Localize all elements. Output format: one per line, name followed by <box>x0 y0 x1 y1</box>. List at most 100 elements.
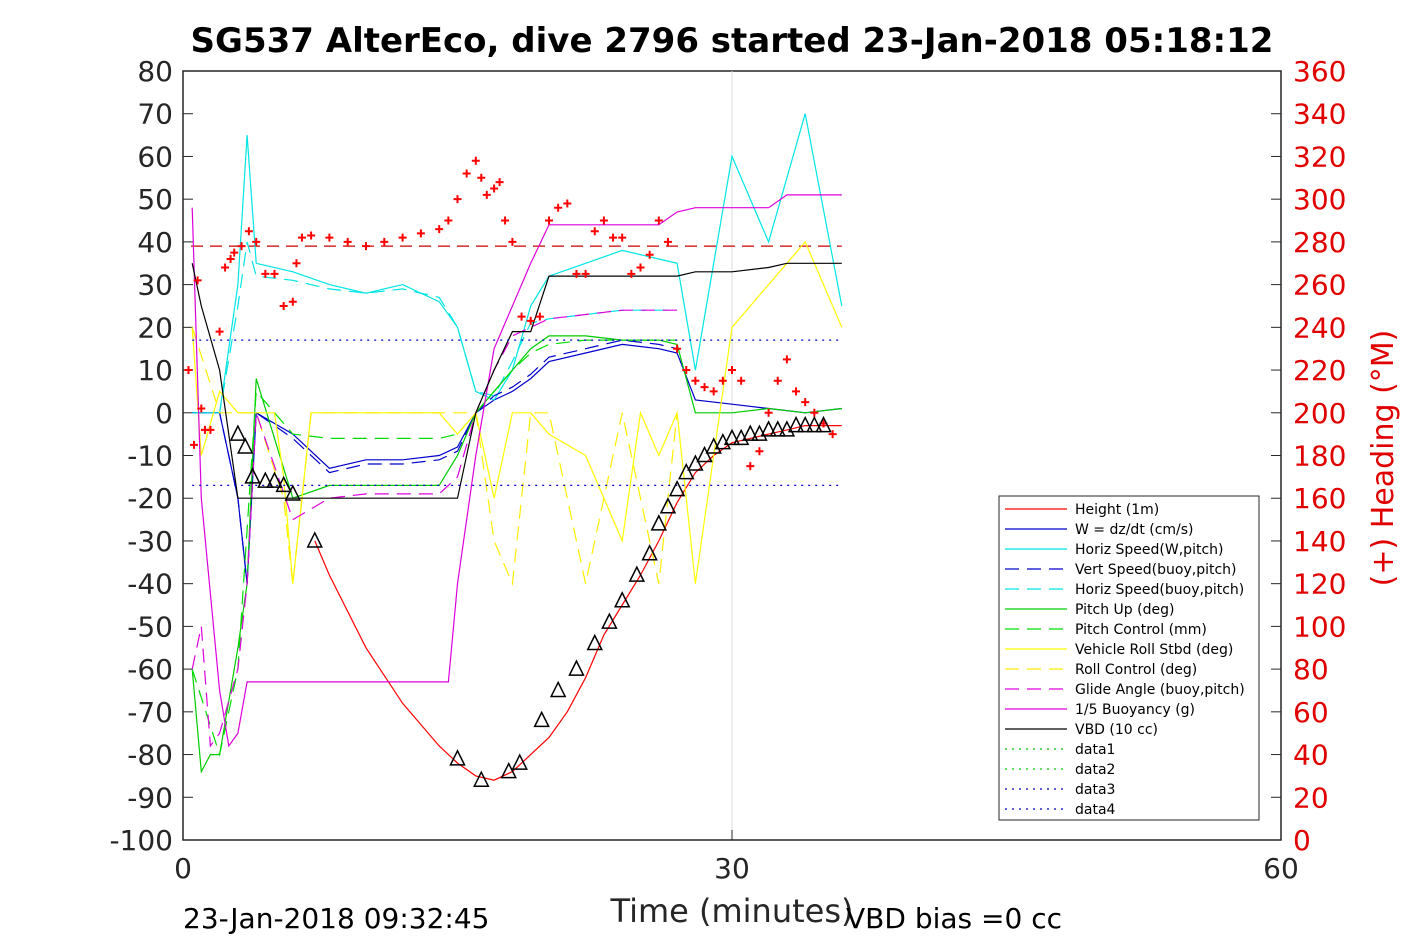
heading-point <box>380 237 389 246</box>
left-tick-label: 10 <box>137 354 173 387</box>
left-tick-label: 50 <box>137 183 173 216</box>
height-marker <box>244 467 261 484</box>
x-tick-label: 0 <box>174 852 192 885</box>
heading-point <box>237 242 246 251</box>
heading-point <box>801 398 810 407</box>
heading-point <box>197 404 206 413</box>
right-tick-label: 40 <box>1293 739 1329 772</box>
legend-entry: Horiz Speed(buoy,pitch) <box>1075 582 1244 598</box>
right-tick-label: 140 <box>1293 525 1346 558</box>
height-marker <box>815 415 832 433</box>
right-tick-label: 320 <box>1293 140 1346 173</box>
height-marker <box>796 415 814 433</box>
legend-box <box>998 495 1260 821</box>
series-line-10 <box>191 309 678 748</box>
legend-entry: data1 <box>1075 742 1115 758</box>
heading-point <box>691 376 700 385</box>
series-line-11 <box>191 194 842 748</box>
right-axis-label: (+) Heading (°M) <box>1366 330 1401 587</box>
heading-point <box>663 237 672 246</box>
left-axis: 80 70 60 50 40 30 20 10 0 -10 -20 -30 -40 -50 -60 -70 -8… <box>109 55 193 857</box>
heading-point <box>773 376 782 385</box>
height-marker <box>742 424 759 441</box>
heading-point <box>654 216 663 225</box>
heading-point <box>755 447 764 456</box>
height-marker <box>723 428 741 446</box>
series-line-12 <box>191 262 842 499</box>
height-marker <box>650 514 668 531</box>
heading-point <box>618 233 627 242</box>
right-tick-label: 240 <box>1293 311 1346 344</box>
left-tick-label: -20 <box>127 482 173 515</box>
heading-point <box>501 216 510 225</box>
height-marker <box>229 424 247 441</box>
heading-point <box>526 316 535 325</box>
height-marker <box>628 565 646 582</box>
chart-title: SG537 AlterEco, dive 2796 started 23-Jan… <box>191 21 1274 61</box>
left-tick-label: -60 <box>127 653 173 686</box>
heading-point <box>810 408 819 417</box>
heading-point <box>193 276 202 285</box>
heading-point <box>279 301 288 310</box>
series-line-3 <box>192 113 843 414</box>
right-tick-label: 360 <box>1293 55 1346 88</box>
heading-point <box>792 387 801 396</box>
left-tick-label: 20 <box>137 311 173 344</box>
heading-point <box>709 387 718 396</box>
heading-point <box>517 312 526 321</box>
legend-entry: Horiz Speed(W,pitch) <box>1075 542 1223 558</box>
right-tick-label: 80 <box>1293 653 1329 686</box>
right-tick-label: 60 <box>1293 696 1329 729</box>
height-marker <box>266 471 283 488</box>
height-marker <box>306 531 323 548</box>
heading-point <box>599 216 608 225</box>
heading-point <box>292 259 301 268</box>
legend-entry: Pitch Up (deg) <box>1075 602 1174 618</box>
left-tick-label: 80 <box>137 55 173 88</box>
left-tick-label: 0 <box>155 397 173 430</box>
heading-point <box>782 355 791 364</box>
footer-vbd-bias: VBD bias =0 cc <box>846 902 1062 935</box>
heading-point <box>252 237 261 246</box>
heading-point <box>453 195 462 204</box>
heading-point <box>362 242 370 251</box>
left-tick-label: -50 <box>127 610 173 643</box>
legend-entry: Pitch Control (mm) <box>1075 622 1207 638</box>
left-tick-label: -80 <box>127 739 173 772</box>
height-marker <box>500 761 517 779</box>
heading-point <box>673 344 682 353</box>
heading-point <box>609 233 618 242</box>
x-tick-label: 30 <box>714 852 750 885</box>
heading-point <box>189 440 198 449</box>
heading-point <box>828 430 837 439</box>
left-tick-label: -30 <box>127 525 173 558</box>
left-tick-label: -90 <box>127 781 173 814</box>
height-marker <box>511 753 528 770</box>
heading-point <box>270 269 279 278</box>
heading-point <box>261 269 270 278</box>
heading-point <box>398 233 407 242</box>
right-tick-label: 340 <box>1293 98 1346 131</box>
heading-point <box>416 229 425 238</box>
right-tick-label: 100 <box>1293 610 1346 643</box>
height-marker <box>275 475 292 493</box>
height-marker <box>284 484 302 501</box>
x-axis: 0 30 60 <box>174 830 1299 885</box>
legend-entry: 1/5 Buoyancy (g) <box>1075 702 1195 718</box>
legend-entry: Glide Angle (buoy,pitch) <box>1075 682 1245 698</box>
legend-entry: Vehicle Roll Stbd (deg) <box>1075 642 1233 658</box>
height-marker <box>449 749 466 766</box>
height-marker <box>696 445 713 463</box>
legend-entry: W = dz/dt (cm/s) <box>1075 522 1194 538</box>
right-tick-label: 280 <box>1293 226 1346 259</box>
right-tick-label: 120 <box>1293 568 1346 601</box>
heading-point <box>343 237 352 246</box>
heading-point <box>700 383 709 392</box>
heading-point <box>477 173 486 182</box>
heading-point <box>435 225 444 234</box>
heading-point <box>572 269 581 278</box>
heading-point <box>244 227 253 236</box>
legend-entry: Vert Speed(buoy,pitch) <box>1075 562 1237 578</box>
heading-point <box>206 425 215 434</box>
heading-point <box>590 227 599 236</box>
